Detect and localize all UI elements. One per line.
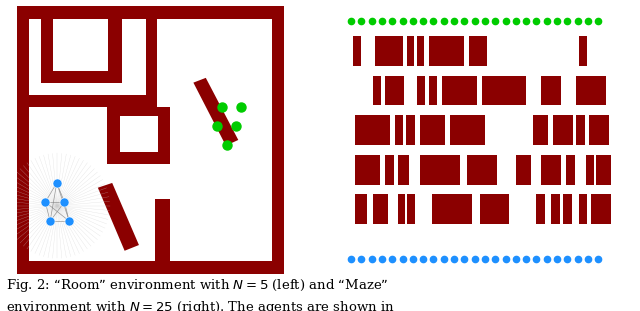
Bar: [541, 155, 561, 184]
Bar: [591, 194, 598, 224]
Bar: [395, 115, 403, 145]
Bar: [355, 194, 367, 224]
Bar: [17, 6, 284, 19]
Bar: [467, 155, 497, 184]
Bar: [480, 194, 509, 224]
Bar: [536, 194, 545, 224]
Bar: [408, 194, 415, 224]
Bar: [29, 95, 146, 106]
Bar: [420, 155, 460, 184]
Bar: [17, 261, 284, 274]
Bar: [420, 115, 445, 145]
Bar: [120, 116, 158, 152]
Bar: [375, 36, 403, 66]
Bar: [586, 155, 594, 184]
Bar: [406, 115, 415, 145]
Bar: [551, 194, 560, 224]
Bar: [482, 76, 526, 105]
Bar: [576, 76, 596, 105]
Bar: [372, 76, 381, 105]
Polygon shape: [98, 183, 139, 251]
Bar: [553, 115, 573, 145]
Bar: [408, 36, 414, 66]
Bar: [372, 194, 388, 224]
Bar: [40, 11, 122, 83]
Bar: [17, 6, 29, 274]
Bar: [516, 155, 531, 184]
Bar: [541, 76, 561, 105]
Bar: [272, 6, 284, 274]
Bar: [579, 194, 587, 224]
Bar: [442, 76, 477, 105]
Bar: [397, 155, 410, 184]
Bar: [429, 76, 437, 105]
Polygon shape: [193, 78, 238, 146]
Bar: [533, 115, 548, 145]
Text: environment with $N = 25$ (right). The agents are shown in: environment with $N = 25$ (right). The a…: [6, 299, 395, 311]
Bar: [385, 155, 394, 184]
Bar: [355, 155, 380, 184]
Bar: [385, 76, 404, 105]
Bar: [155, 199, 170, 261]
Bar: [432, 194, 472, 224]
Text: Fig. 2: “Room” environment with $N = 5$ (left) and “Maze”: Fig. 2: “Room” environment with $N = 5$ …: [6, 277, 389, 294]
Bar: [563, 194, 572, 224]
Bar: [598, 194, 611, 224]
Bar: [417, 76, 426, 105]
Bar: [429, 36, 464, 66]
Bar: [566, 155, 575, 184]
Bar: [417, 36, 424, 66]
Bar: [397, 194, 406, 224]
Bar: [450, 115, 484, 145]
Bar: [469, 36, 486, 66]
Bar: [353, 36, 361, 66]
Bar: [53, 19, 108, 71]
Bar: [589, 115, 609, 145]
Bar: [576, 115, 585, 145]
Bar: [596, 155, 611, 184]
Bar: [355, 115, 390, 145]
Bar: [596, 76, 605, 105]
Bar: [579, 36, 587, 66]
Bar: [108, 107, 170, 164]
Bar: [146, 19, 157, 106]
